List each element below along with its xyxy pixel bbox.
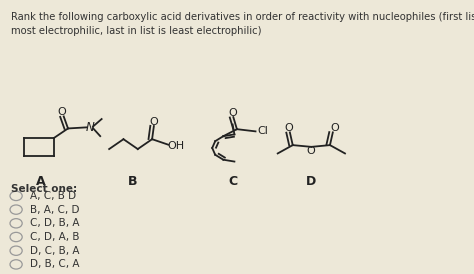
Text: B, A, C, D: B, A, C, D [30,205,80,215]
Text: O: O [330,123,338,133]
Text: O: O [284,123,293,133]
Text: D: D [306,175,317,189]
Text: O: O [228,108,237,118]
Text: Select one:: Select one: [11,184,77,193]
Text: OH: OH [167,141,185,152]
Text: O: O [149,117,158,127]
Text: B: B [128,175,137,189]
Text: A: A [36,175,46,189]
Text: D, C, B, A: D, C, B, A [30,246,80,256]
Text: D, B, C, A: D, B, C, A [30,259,80,269]
Text: N: N [86,121,94,134]
Text: Cl: Cl [257,126,268,136]
Text: C, D, B, A: C, D, B, A [30,218,80,228]
Text: A, C, B D: A, C, B D [30,191,76,201]
Text: O: O [57,107,66,118]
Text: C: C [228,175,237,189]
Text: O: O [306,146,315,156]
Text: Rank the following carboxylic acid derivatives in order of reactivity with nucle: Rank the following carboxylic acid deriv… [11,13,474,36]
Text: C, D, A, B: C, D, A, B [30,232,80,242]
